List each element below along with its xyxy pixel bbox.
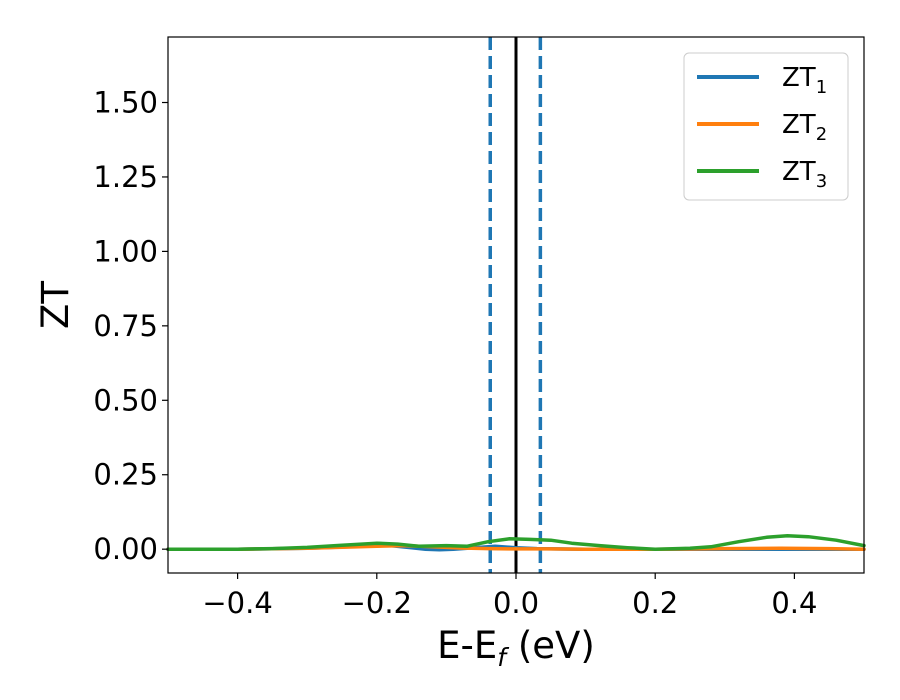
y-tick-label: 0.25 bbox=[93, 458, 158, 492]
series-lines bbox=[166, 534, 866, 552]
x-tick-label: 0.0 bbox=[493, 586, 539, 620]
x-axis-title-unit: (eV) bbox=[506, 624, 595, 667]
x-tick-label: 0.4 bbox=[771, 586, 817, 620]
x-tick-label: −0.2 bbox=[342, 586, 412, 620]
y-tick-label: 0.00 bbox=[93, 532, 158, 566]
legend-entry: ZT1 bbox=[697, 63, 827, 98]
legend-entry: ZT2 bbox=[697, 110, 827, 145]
y-tick-label: 1.50 bbox=[93, 86, 158, 120]
legend-entry: ZT3 bbox=[697, 157, 827, 192]
y-axis-title: ZT bbox=[34, 281, 77, 329]
legend: ZT1 ZT2 ZT3 bbox=[683, 52, 849, 201]
legend-label-2: ZT2 bbox=[782, 110, 827, 145]
legend-label-3: ZT3 bbox=[782, 157, 827, 192]
y-tick-label: 0.50 bbox=[93, 383, 158, 417]
y-axis-ticks: 0.00 0.25 0.50 0.75 1.00 1.25 1.50 bbox=[93, 86, 168, 566]
x-axis-title: E-Ef (eV) bbox=[437, 624, 595, 672]
y-tick-label: 0.75 bbox=[93, 309, 158, 343]
legend-label-1: ZT1 bbox=[782, 63, 827, 98]
x-axis-ticks: −0.4 −0.2 0.0 0.2 0.4 bbox=[202, 573, 817, 620]
x-axis-title-main: E-E bbox=[437, 624, 497, 667]
vertical-lines bbox=[488, 37, 543, 573]
y-tick-label: 1.00 bbox=[93, 234, 158, 268]
x-tick-label: 0.2 bbox=[632, 586, 678, 620]
x-tick-label: −0.4 bbox=[202, 586, 272, 620]
y-tick-label: 1.25 bbox=[93, 160, 158, 194]
legend-box bbox=[683, 52, 849, 201]
series-line-2 bbox=[166, 543, 866, 551]
series-line-3 bbox=[166, 534, 866, 551]
